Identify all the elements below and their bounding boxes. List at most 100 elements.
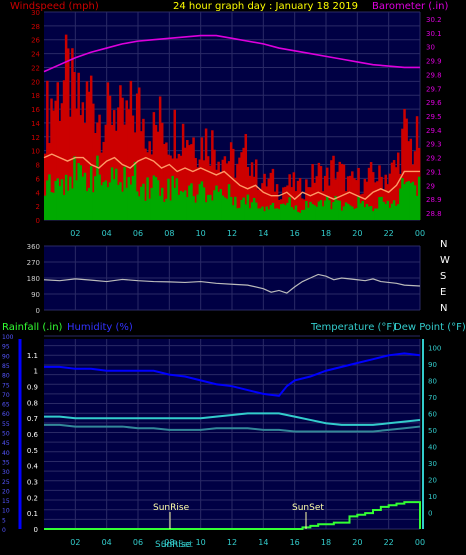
barometer-tick-label: 28.9 [426,196,442,204]
gust-bar [246,166,250,220]
rainfall-tick-label: 0.6 [27,431,39,439]
barometer-tick-label: 29 [426,182,435,190]
average-bar [401,178,404,220]
gust-bar [211,130,214,220]
average-bar [273,208,277,220]
average-bar [413,185,417,220]
barometer-tick-label: 29.4 [426,127,442,135]
average-bar [106,187,110,220]
windspeed-tick-label: 8 [36,162,40,170]
gust-bar [62,80,66,220]
average-bar [390,203,394,220]
cardinal-label: E [440,287,446,298]
average-bar [353,208,356,220]
average-bar [46,180,49,220]
average-bar [54,181,57,220]
average-bar [259,208,262,220]
average-bar [73,156,76,220]
average-bar [250,202,254,220]
average-bar [60,179,64,220]
average-bar [56,178,60,220]
gust-bar [273,191,277,220]
gust-bar [340,163,344,220]
average-bar [152,175,156,220]
gust-bar [242,147,245,220]
windspeed-tick-label: 28 [31,23,40,31]
hour-tick-label: 12 [227,229,237,238]
humidity-tick-label: 80 [2,373,10,380]
average-bar [123,166,126,220]
gust-bar [186,140,189,220]
average-bar [177,194,181,220]
average-bar [330,209,333,220]
average-bar [79,165,82,220]
average-bar [209,194,212,220]
gust-bar [89,75,93,220]
barometer-line [43,34,420,73]
average-bar [417,176,421,220]
gust-bar [44,153,47,220]
hour-tick-label: 08 [164,229,174,238]
gust-bar [223,156,227,220]
dewpoint-line [44,423,421,433]
average-bar [71,188,74,220]
average-bar [294,205,298,220]
average-bar [334,195,337,220]
average-bar [288,197,291,220]
wind-direction-line [43,273,421,294]
average-bar [171,175,174,220]
bottom-sunrise-overlap: SunRise [155,540,192,550]
gust-bar [248,175,252,220]
gust-bar [338,161,342,220]
hour-tick-label: 18 [321,229,331,238]
hour-tick-label: 14 [258,538,268,547]
windspeed-axis-label: Windspeed (mph) [10,1,99,12]
average-bar [367,206,371,220]
average-bar [403,184,406,220]
average-bar [183,190,187,220]
gust-bar [56,82,60,220]
gust-bar [388,173,392,220]
gust-bar [315,176,319,220]
hour-tick-label: 06 [133,538,143,547]
average-bar [388,207,392,220]
barometer-axis-label: Barometer (.in) [372,1,448,12]
average-bar [135,191,139,220]
temperature-tick-label: 70 [428,394,437,402]
rainfall-tick-label: 0.8 [27,399,38,407]
barometer-tick-label: 29.2 [426,155,442,163]
gust-bar [163,144,166,220]
average-bar [150,187,154,220]
average-bar [158,195,162,220]
average-bar [192,196,195,220]
temperature-tick-label: 30 [428,460,437,468]
humidity-tick-label: 25 [2,479,10,486]
average-bar [215,185,218,220]
gust-bar [119,85,122,220]
average-bar [336,200,339,220]
average-bar [271,202,275,220]
gust-bar [332,155,335,220]
gust-bar [196,167,199,220]
rainfall-series [44,501,421,530]
gust-bar [209,165,212,220]
windspeed-tick-label: 30 [31,9,40,17]
average-bar [48,174,51,220]
average-bar [263,211,266,220]
average-bar [303,209,306,220]
hour-tick-label: 16 [290,229,300,238]
gust-bar [311,164,314,220]
direction-tick-label: 0 [36,307,40,315]
average-bar [142,183,145,220]
average-bar [305,200,308,220]
rainfall-tick-label: 0 [34,526,38,534]
gust-bar [305,179,308,220]
average-bar [315,206,319,220]
gust-bar [206,156,210,220]
gust-bar [169,155,172,220]
gust-bar [257,189,260,220]
windspeed-tick-label: 6 [36,175,41,183]
barometer-tick-label: 28.8 [426,210,442,218]
humidity-tick-label: 10 [2,508,10,515]
gust-bar [292,172,296,220]
